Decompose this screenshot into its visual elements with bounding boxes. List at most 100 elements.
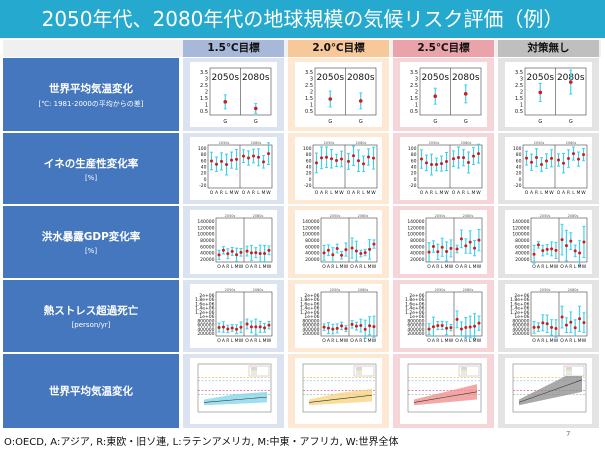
region-label: A [530, 190, 534, 196]
axis-tick-label: 2.5 [410, 83, 418, 89]
region-label: R [569, 338, 572, 344]
g-label: G [569, 119, 573, 125]
row-label-sub: [person/yr] [71, 321, 111, 329]
region-label: A [537, 338, 541, 344]
median-point [545, 322, 549, 326]
median-point [459, 327, 463, 331]
small-period-label: 2080s [568, 214, 579, 218]
median-point [541, 249, 545, 253]
region-label: R [220, 190, 223, 196]
region-label: R [331, 264, 334, 270]
axis-tick-label: 0.5 [410, 109, 418, 115]
axis-tick-label: 2.5 [200, 83, 208, 89]
region-label: R [436, 264, 439, 270]
median-point [468, 325, 472, 329]
median-point [245, 322, 249, 326]
small-period-label: 2080s [461, 141, 472, 145]
region-label: M [473, 338, 477, 344]
region-label: W [449, 338, 454, 344]
region-label: L [259, 264, 262, 270]
median-point [254, 325, 258, 329]
region-label: O [322, 264, 326, 270]
axis-tick-label: 1.2e+06 [300, 310, 320, 316]
row-label-sub: [%] [84, 173, 98, 182]
g-label: G [254, 119, 258, 125]
column-header: 2.0℃目標 [288, 40, 389, 57]
region-label: R [254, 264, 257, 270]
region-label: W [344, 338, 349, 344]
median-point [254, 251, 258, 255]
region-label: R [359, 264, 362, 270]
region-label: M [445, 338, 449, 344]
axis-tick-label: 1.2e+06 [510, 310, 530, 316]
axis-tick-label: 1.6e+06 [300, 301, 320, 307]
median-point [530, 160, 533, 164]
region-label: A [562, 190, 566, 196]
period-label-2080s: 2080s [242, 73, 270, 83]
small-period-label: 2080s [463, 214, 474, 218]
region-label: M [577, 190, 581, 196]
chart-panel: 2050s 2080s 140000 120000 100000 80000 60000 40… [505, 210, 592, 274]
region-label: M [545, 190, 549, 196]
median-point [359, 324, 363, 328]
axis-tick-label: 120000 [407, 225, 424, 231]
region-label: A [250, 264, 254, 270]
median-point [420, 157, 423, 161]
median-point [267, 323, 271, 327]
median-point [535, 156, 538, 160]
region-label: M [445, 264, 449, 270]
median-point [217, 253, 221, 257]
axis-tick-label: 1.5 [305, 96, 313, 102]
median-point [564, 244, 568, 248]
median-point [477, 321, 481, 325]
axis-tick-label: 800000 [197, 318, 214, 324]
row-label-main: 熱ストレス超過死亡 [43, 305, 139, 317]
region-label: O [452, 190, 456, 196]
region-label: W [344, 264, 349, 270]
region-label: L [546, 264, 549, 270]
row-label-main: イネの生産性変化率 [43, 157, 139, 170]
axis-tick-label: 1.4e+06 [300, 306, 320, 312]
chart-svg [197, 363, 272, 413]
median-point [569, 239, 573, 243]
median-point [436, 324, 440, 328]
small-period-label: 2080s [253, 288, 264, 292]
median-point [582, 321, 586, 325]
region-label: A [457, 190, 461, 196]
axis-tick-label: 40 [516, 165, 522, 171]
region-label: W [444, 190, 449, 196]
axis-tick-label: 2.5 [515, 83, 523, 89]
region-label: O [532, 264, 536, 270]
axis-tick-label: 80000 [200, 238, 214, 244]
median-point [352, 154, 355, 158]
median-point [435, 162, 438, 166]
chart-panel [295, 358, 382, 424]
region-label: L [362, 190, 365, 196]
median-point [464, 325, 468, 329]
median-point [462, 156, 465, 160]
axis-tick-label: -20 [304, 183, 311, 189]
median-point [350, 322, 354, 326]
axis-tick-label: 2 [310, 90, 313, 96]
axis-tick-label: 800000 [302, 318, 319, 324]
axis-tick-label: 80000 [410, 238, 424, 244]
chart-svg: 2050s 2080s 140000120000100000800006000040… [302, 214, 378, 270]
axis-tick-label: 600000 [197, 323, 214, 329]
axis-tick-label: 0 [204, 177, 207, 183]
region-label: M [368, 338, 372, 344]
chart-panel: 2050s 2080s 140000 120000 100000 80000 60000 40… [190, 210, 277, 274]
region-label: A [460, 264, 464, 270]
region-label: M [235, 264, 239, 270]
small-period-label: 2050s [540, 288, 551, 292]
region-label: A [320, 190, 324, 196]
region-label: W [582, 338, 587, 344]
axis-tick-label: 100000 [512, 232, 529, 238]
risk-cell [393, 354, 494, 428]
column-header: 2.5℃目標 [393, 40, 494, 57]
region-label: M [440, 190, 444, 196]
axis-tick-label: 140000 [302, 219, 319, 225]
axis-tick-label: 2e+06 [514, 293, 529, 299]
risk-cell: 2050s 2080s 2e+06 1.8e+06 1.6e+06 1.4e+06 1.2e… [183, 280, 284, 352]
median-point [252, 154, 255, 158]
region-label: M [473, 264, 477, 270]
